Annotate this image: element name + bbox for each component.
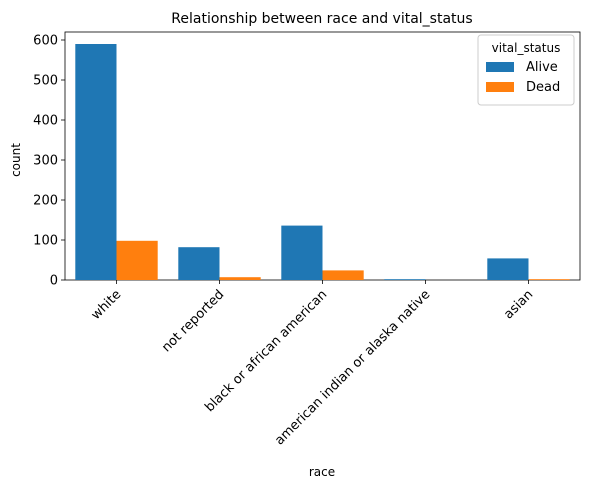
y-tick-label: 200: [33, 194, 58, 209]
bar-alive-2: [178, 247, 220, 280]
legend-title: vital_status: [492, 41, 561, 55]
x-tick-label: not reported: [159, 287, 227, 355]
chart-title: Relationship between race and vital_stat…: [171, 11, 472, 27]
x-tick-label: white: [89, 287, 125, 323]
bar-alive-3: [281, 225, 323, 280]
bar-dead-1: [116, 240, 158, 280]
bar-dead-5: [528, 279, 570, 280]
bar-alive-1: [75, 44, 117, 280]
legend: vital_status Alive Dead: [477, 34, 575, 106]
x-tick-label: asian: [501, 287, 536, 322]
bar-dead-2: [219, 277, 261, 280]
y-tick-label: 0: [50, 274, 58, 289]
bar-alive-5: [487, 258, 529, 280]
x-axis-label: race: [309, 465, 335, 479]
x-tick-label: black or african american: [202, 287, 330, 415]
y-tick-label: 100: [33, 234, 58, 249]
y-axis: 0 100 200 300 400 500 600: [33, 34, 65, 289]
y-tick-label: 300: [33, 154, 58, 169]
y-tick-label: 400: [33, 114, 58, 129]
y-axis-label: count: [9, 143, 23, 177]
bar-alive-4: [384, 279, 426, 280]
legend-swatch-dead: [486, 82, 514, 92]
bar-dead-3: [322, 270, 364, 280]
legend-label-alive: Alive: [526, 60, 558, 75]
legend-swatch-alive: [486, 62, 514, 72]
y-tick-label: 600: [33, 34, 58, 49]
bars: [75, 44, 570, 280]
y-tick-label: 500: [33, 74, 58, 89]
legend-label-dead: Dead: [526, 80, 560, 95]
legend-entries: Alive Dead: [486, 60, 560, 95]
